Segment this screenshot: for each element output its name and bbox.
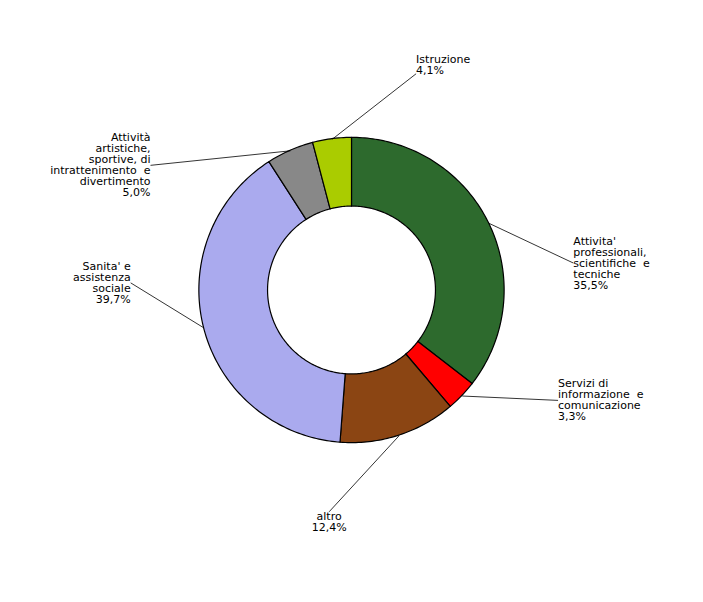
svg-text:Sanita' eassistenzasociale39,7: Sanita' eassistenzasociale39,7%	[73, 260, 131, 306]
svg-text:Attivitàartistiche,sportive, d: Attivitàartistiche,sportive, diintratten…	[50, 131, 151, 199]
svg-text:Attivita'professionali,scienti: Attivita'professionali,scientifiche etec…	[573, 235, 650, 292]
svg-text:Istruzione4,1%: Istruzione4,1%	[416, 53, 470, 77]
svg-text:Servizi diinformazione ecomun: Servizi diinformazione ecomunicazione3,3…	[558, 377, 644, 423]
svg-text:altro12,4%: altro12,4%	[312, 510, 347, 534]
